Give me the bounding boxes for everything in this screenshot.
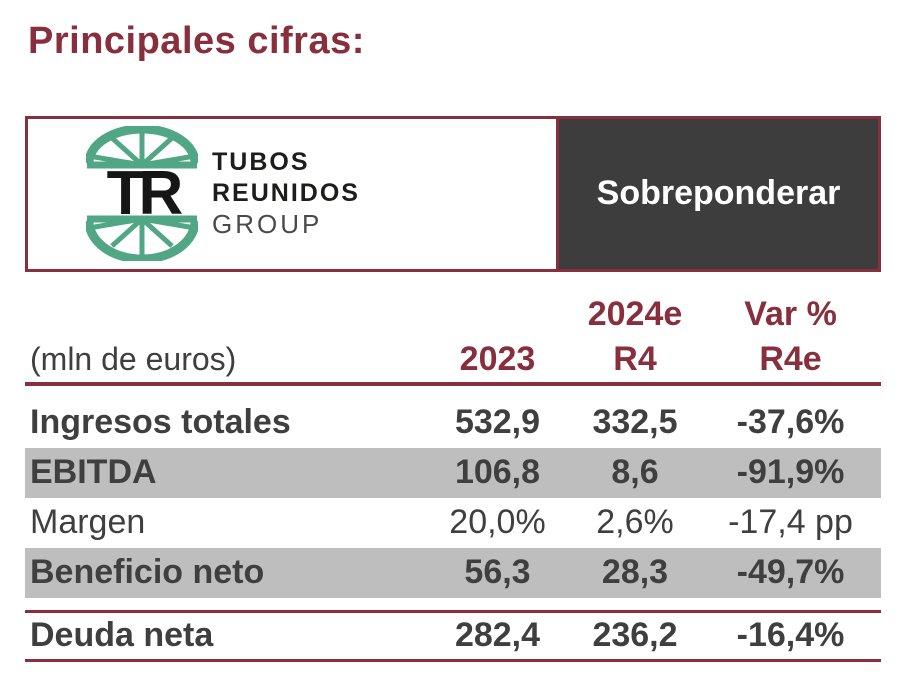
cell-2023: 20,0% <box>449 503 546 542</box>
rating-label: Sobreponderar <box>596 174 841 213</box>
logo-word-tubos: TUBOS <box>212 148 310 177</box>
column-header-r4e: R4e <box>759 339 822 378</box>
page-title: Principales cifras: <box>28 20 365 62</box>
cell-2024e: 8,6 <box>611 453 659 492</box>
cell-2024e: 28,3 <box>601 553 669 592</box>
table-row-beneficio: Beneficio neto 56,3 28,3 -49,7% <box>25 547 881 598</box>
row-label: Ingresos totales <box>30 403 291 442</box>
table-row-margen: Margen 20,0% 2,6% -17,4 pp <box>25 498 881 548</box>
table-row-ebitda: EBITDA 106,8 8,6 -91,9% <box>25 447 881 498</box>
table-row-deuda: Deuda neta 282,4 236,2 -16,4% <box>25 609 881 662</box>
table-row-ingresos: Ingresos totales 532,9 332,5 -37,6% <box>25 398 881 448</box>
tubos-reunidos-logo: TR TUBOS REUNIDOS GROUP <box>86 126 360 262</box>
cell-2024e: 236,2 <box>592 616 678 655</box>
logo-word-reunidos: REUNIDOS <box>212 179 360 208</box>
column-header-r4: R4 <box>613 339 657 378</box>
column-header-2024e: 2024e <box>587 294 683 333</box>
company-logo-panel: TR TUBOS REUNIDOS GROUP <box>28 118 559 269</box>
tr-monogram: TR <box>107 159 183 228</box>
cell-2023: 106,8 <box>454 453 541 492</box>
globe-icon: TR <box>86 126 198 262</box>
cell-2024e: 332,5 <box>592 403 678 442</box>
logo-word-group: GROUP <box>212 209 323 240</box>
company-rating-card: TR TUBOS REUNIDOS GROUP Sobreponderar <box>25 115 881 272</box>
cell-2023: 282,4 <box>454 616 541 655</box>
table-header-row-top: 2024e Var % <box>25 288 881 333</box>
table-header: 2024e Var % (mln de euros) 2023 R4 R4e <box>25 288 881 386</box>
table-header-row-bottom: (mln de euros) 2023 R4 R4e <box>25 333 881 378</box>
row-label: Deuda neta <box>30 616 214 655</box>
row-label: EBITDA <box>30 453 157 492</box>
cell-var: -17,4 pp <box>728 503 853 542</box>
row-label: Margen <box>30 503 146 542</box>
cell-var: -37,6% <box>736 403 845 442</box>
cell-var: -91,9% <box>736 453 845 492</box>
rating-badge: Sobreponderar <box>559 118 878 269</box>
document-page: Principales cifras: <box>25 20 881 662</box>
column-header-var: Var % <box>744 294 837 333</box>
cell-2024e: 2,6% <box>596 503 674 542</box>
cell-2023: 56,3 <box>464 553 531 592</box>
column-header-2023: 2023 <box>459 339 536 378</box>
cell-2023: 532,9 <box>454 403 541 442</box>
logo-wordmark: TUBOS REUNIDOS GROUP <box>212 147 360 240</box>
cell-var: -16,4% <box>736 616 845 655</box>
row-label: Beneficio neto <box>30 553 265 592</box>
table-body: Ingresos totales 532,9 332,5 -37,6% EBIT… <box>25 398 881 662</box>
cell-var: -49,7% <box>736 553 845 592</box>
unit-label: (mln de euros) <box>30 340 237 377</box>
key-figures-table: 2024e Var % (mln de euros) 2023 R4 R4e I… <box>25 288 881 662</box>
